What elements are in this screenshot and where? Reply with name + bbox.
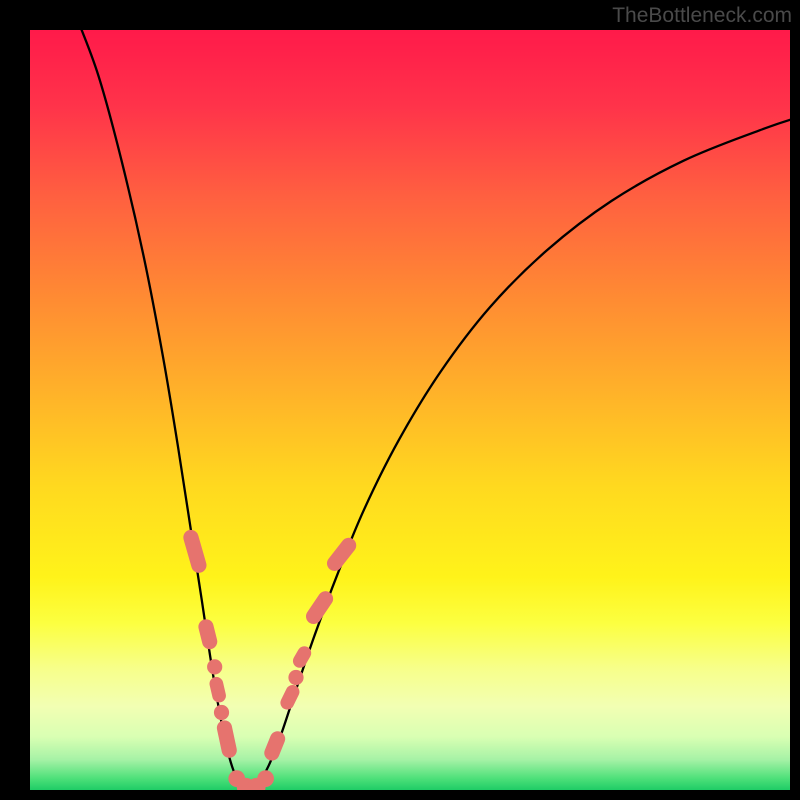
curves-svg [30, 30, 790, 790]
data-marker-pill [278, 683, 302, 712]
data-marker-pill [215, 719, 238, 759]
data-marker-pill [197, 618, 219, 651]
data-marker-dot [214, 705, 229, 720]
data-marker-dot [288, 670, 303, 685]
data-marker-pill [324, 535, 359, 574]
data-marker-dot [257, 770, 274, 787]
watermark-text: TheBottleneck.com [612, 4, 792, 28]
data-marker-dot [207, 659, 222, 674]
left-curve [76, 30, 251, 789]
v-curve [76, 30, 790, 789]
data-marker-pill [182, 528, 209, 575]
data-marker-pill [262, 729, 287, 763]
marker-group [182, 528, 360, 790]
chart-container: TheBottleneck.com [0, 0, 800, 800]
data-marker-pill [208, 676, 227, 704]
plot-area [30, 30, 790, 790]
right-curve [250, 117, 790, 789]
